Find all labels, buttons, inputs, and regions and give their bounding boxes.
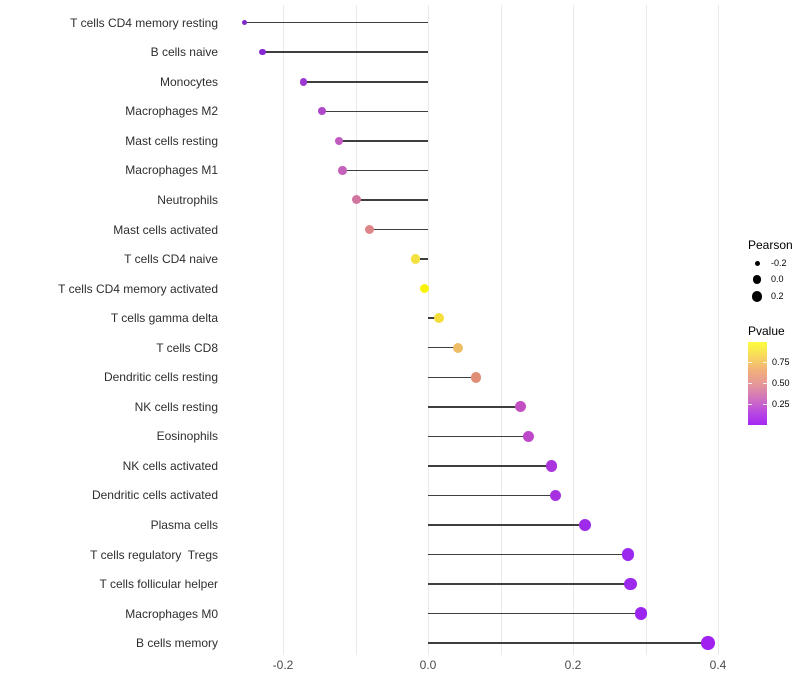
pvalue-tick-label: 0.75 [772, 357, 790, 368]
stem [428, 346, 458, 349]
data-point [634, 607, 648, 620]
colorbar-tick [763, 362, 767, 364]
y-axis-label: Monocytes [159, 74, 218, 89]
stem [262, 51, 428, 53]
y-axis-label: NK cells activated [122, 458, 218, 473]
plot-panel [221, 5, 732, 655]
y-axis-label: Mast cells activated [113, 222, 218, 237]
y-axis-label: T cells gamma delta [110, 311, 218, 326]
y-axis-label: T cells CD4 memory activated [58, 281, 218, 296]
data-point [514, 401, 526, 413]
stem [428, 524, 585, 526]
y-axis-label: Dendritic cells resting [103, 370, 218, 385]
y-axis-label: Neutrophils [157, 192, 218, 207]
legend-size-label: 0.2 [771, 290, 784, 301]
gridline [718, 5, 719, 655]
y-axis-label: T cells CD8 [156, 340, 218, 355]
data-point [470, 372, 482, 383]
stem [244, 21, 428, 24]
y-axis-label: T cells CD4 memory resting [70, 15, 218, 30]
data-point [364, 224, 375, 235]
legend-size-label: -0.2 [771, 257, 787, 268]
gridline [500, 5, 502, 655]
colorbar-tick [763, 383, 767, 384]
gridline [428, 5, 429, 655]
y-axis-label: Macrophages M2 [125, 104, 218, 119]
gridline [355, 5, 357, 655]
y-axis-label: Dendritic cells activated [91, 488, 218, 503]
data-point [299, 78, 308, 86]
x-axis-tick-label: 0.2 [564, 658, 582, 672]
data-point [522, 430, 534, 442]
stem [428, 465, 552, 467]
data-point [621, 548, 635, 561]
colorbar-tick [748, 383, 752, 384]
y-axis-label: Eosinophils [156, 429, 218, 444]
stem [428, 406, 521, 408]
stem [428, 435, 529, 438]
data-point [433, 313, 444, 324]
y-axis-label: Macrophages M0 [125, 606, 218, 621]
data-point [419, 283, 430, 294]
data-point [334, 136, 344, 146]
data-point [410, 254, 421, 264]
gridline [573, 5, 574, 655]
stem [428, 376, 476, 378]
y-axis-label: Macrophages M1 [125, 163, 218, 178]
legend-size-dot [752, 275, 762, 284]
data-point [545, 460, 557, 472]
colorbar-tick [763, 404, 767, 406]
colorbar-tick [748, 362, 752, 364]
y-axis-label: T cells CD4 naive [124, 252, 218, 267]
stem [428, 553, 629, 556]
data-point [578, 518, 591, 531]
stem [369, 228, 428, 231]
stem [356, 199, 428, 201]
y-axis-label: NK cells resting [134, 399, 218, 414]
gridline [283, 5, 284, 655]
x-axis-tick-label: 0.4 [709, 658, 727, 672]
stem [428, 642, 708, 644]
stem [428, 612, 642, 615]
y-axis-label: T cells regulatory Tregs [90, 547, 218, 562]
x-axis-tick-label: 0.0 [419, 658, 437, 672]
legend-pvalue-title: Pvalue [748, 324, 785, 338]
pvalue-tick-label: 0.25 [772, 399, 790, 410]
colorbar-tick [748, 404, 752, 406]
stem [338, 140, 428, 142]
legend-pearson-title: Pearson [748, 238, 793, 252]
legend-size-label: 0.0 [771, 274, 784, 285]
data-point [338, 166, 347, 175]
data-point [549, 489, 562, 502]
stem [322, 110, 428, 113]
x-axis-tick-label: -0.2 [272, 658, 294, 672]
stem [415, 258, 428, 260]
data-point [352, 195, 362, 205]
pvalue-colorbar [748, 342, 767, 425]
data-point [624, 577, 637, 591]
legend-size-dot [751, 291, 763, 302]
y-axis-label: B cells naive [150, 45, 218, 60]
data-point [452, 342, 463, 353]
y-axis-label: B cells memory [135, 636, 218, 651]
y-axis-label: Plasma cells [150, 517, 218, 532]
gridline [645, 5, 647, 655]
data-point [259, 48, 266, 56]
y-axis-label: T cells follicular helper [99, 577, 219, 592]
data-point [701, 636, 715, 650]
stem [428, 494, 556, 497]
y-axis-label: Mast cells resting [125, 133, 218, 148]
stem [428, 317, 439, 319]
stem [342, 169, 428, 172]
data-point [242, 20, 248, 26]
stem [303, 81, 428, 83]
pvalue-tick-label: 0.50 [772, 378, 790, 388]
legend-size-dot [754, 260, 760, 266]
stem [428, 583, 631, 585]
data-point [318, 107, 327, 116]
